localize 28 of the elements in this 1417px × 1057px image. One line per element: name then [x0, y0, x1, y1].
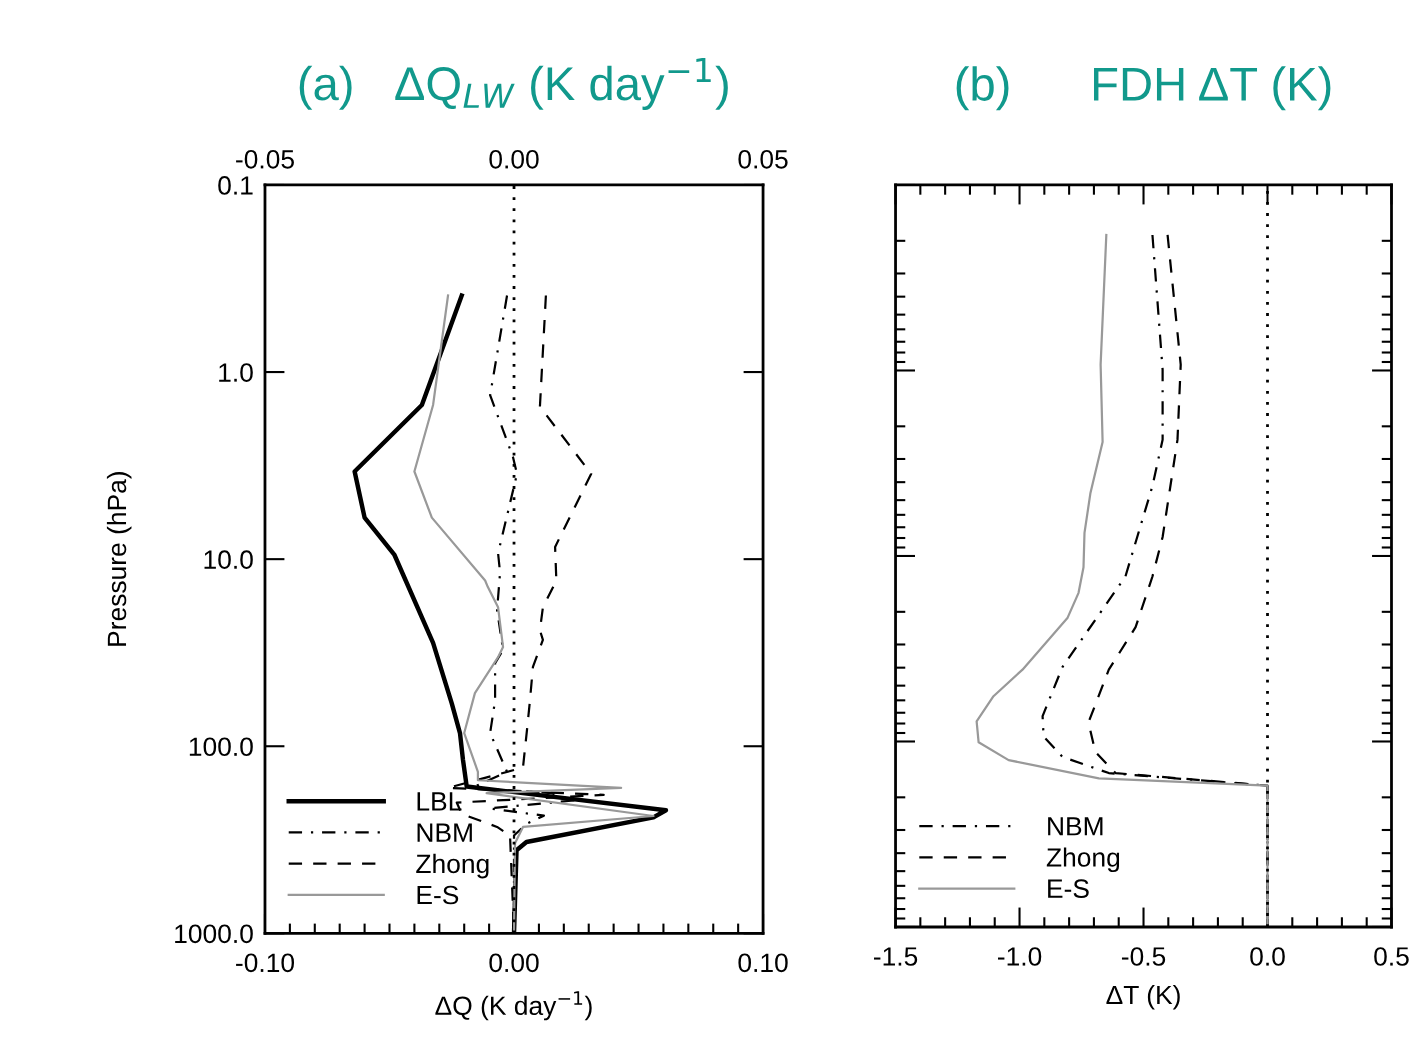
- x2-tick-label: 0.05: [738, 149, 788, 169]
- x-axis-title: ΔQ (K day$^{−1}$): [435, 991, 592, 1021]
- x-tick-label: -0.5: [1121, 947, 1166, 966]
- x-tick-label: -0.10: [236, 953, 295, 973]
- legend-label: E-S: [417, 885, 459, 905]
- chart-title: (b) FDH ΔT (K): [956, 66, 1331, 111]
- legend-label: NBM: [417, 823, 472, 842]
- x-tick-label: 0.10: [738, 953, 788, 973]
- legend-label: LBL: [417, 792, 462, 811]
- legend-label: NBM: [1048, 817, 1103, 836]
- y-axis-title: Pressure (hPa): [106, 472, 132, 646]
- x-tick-label: 0.0: [1250, 947, 1285, 966]
- y-tick-label: 1000.0: [175, 924, 253, 944]
- chart-title: (a) ΔQ$_{LW}$ (K day$^{−1}$): [299, 57, 728, 110]
- x-axis-title: ΔT (K): [1106, 984, 1180, 1010]
- x-tick-label: 0.00: [489, 953, 539, 973]
- x2-tick-label: -0.05: [236, 149, 294, 169]
- y-tick-label: 1.0: [219, 363, 253, 382]
- legend-label: E-S: [1048, 879, 1089, 899]
- x-tick-label: 0.5: [1374, 947, 1409, 966]
- y-tick-label: 100.0: [189, 737, 253, 757]
- x2-tick-label: 0.00: [489, 149, 539, 169]
- x-tick-label: -1.5: [873, 947, 918, 966]
- y-tick-label: 0.1: [218, 176, 253, 195]
- legend-label: Zhong: [416, 853, 489, 879]
- legend-label: Zhong: [1046, 847, 1120, 873]
- y-tick-label: 10.0: [204, 550, 253, 569]
- x-tick-label: -1.0: [997, 947, 1042, 966]
